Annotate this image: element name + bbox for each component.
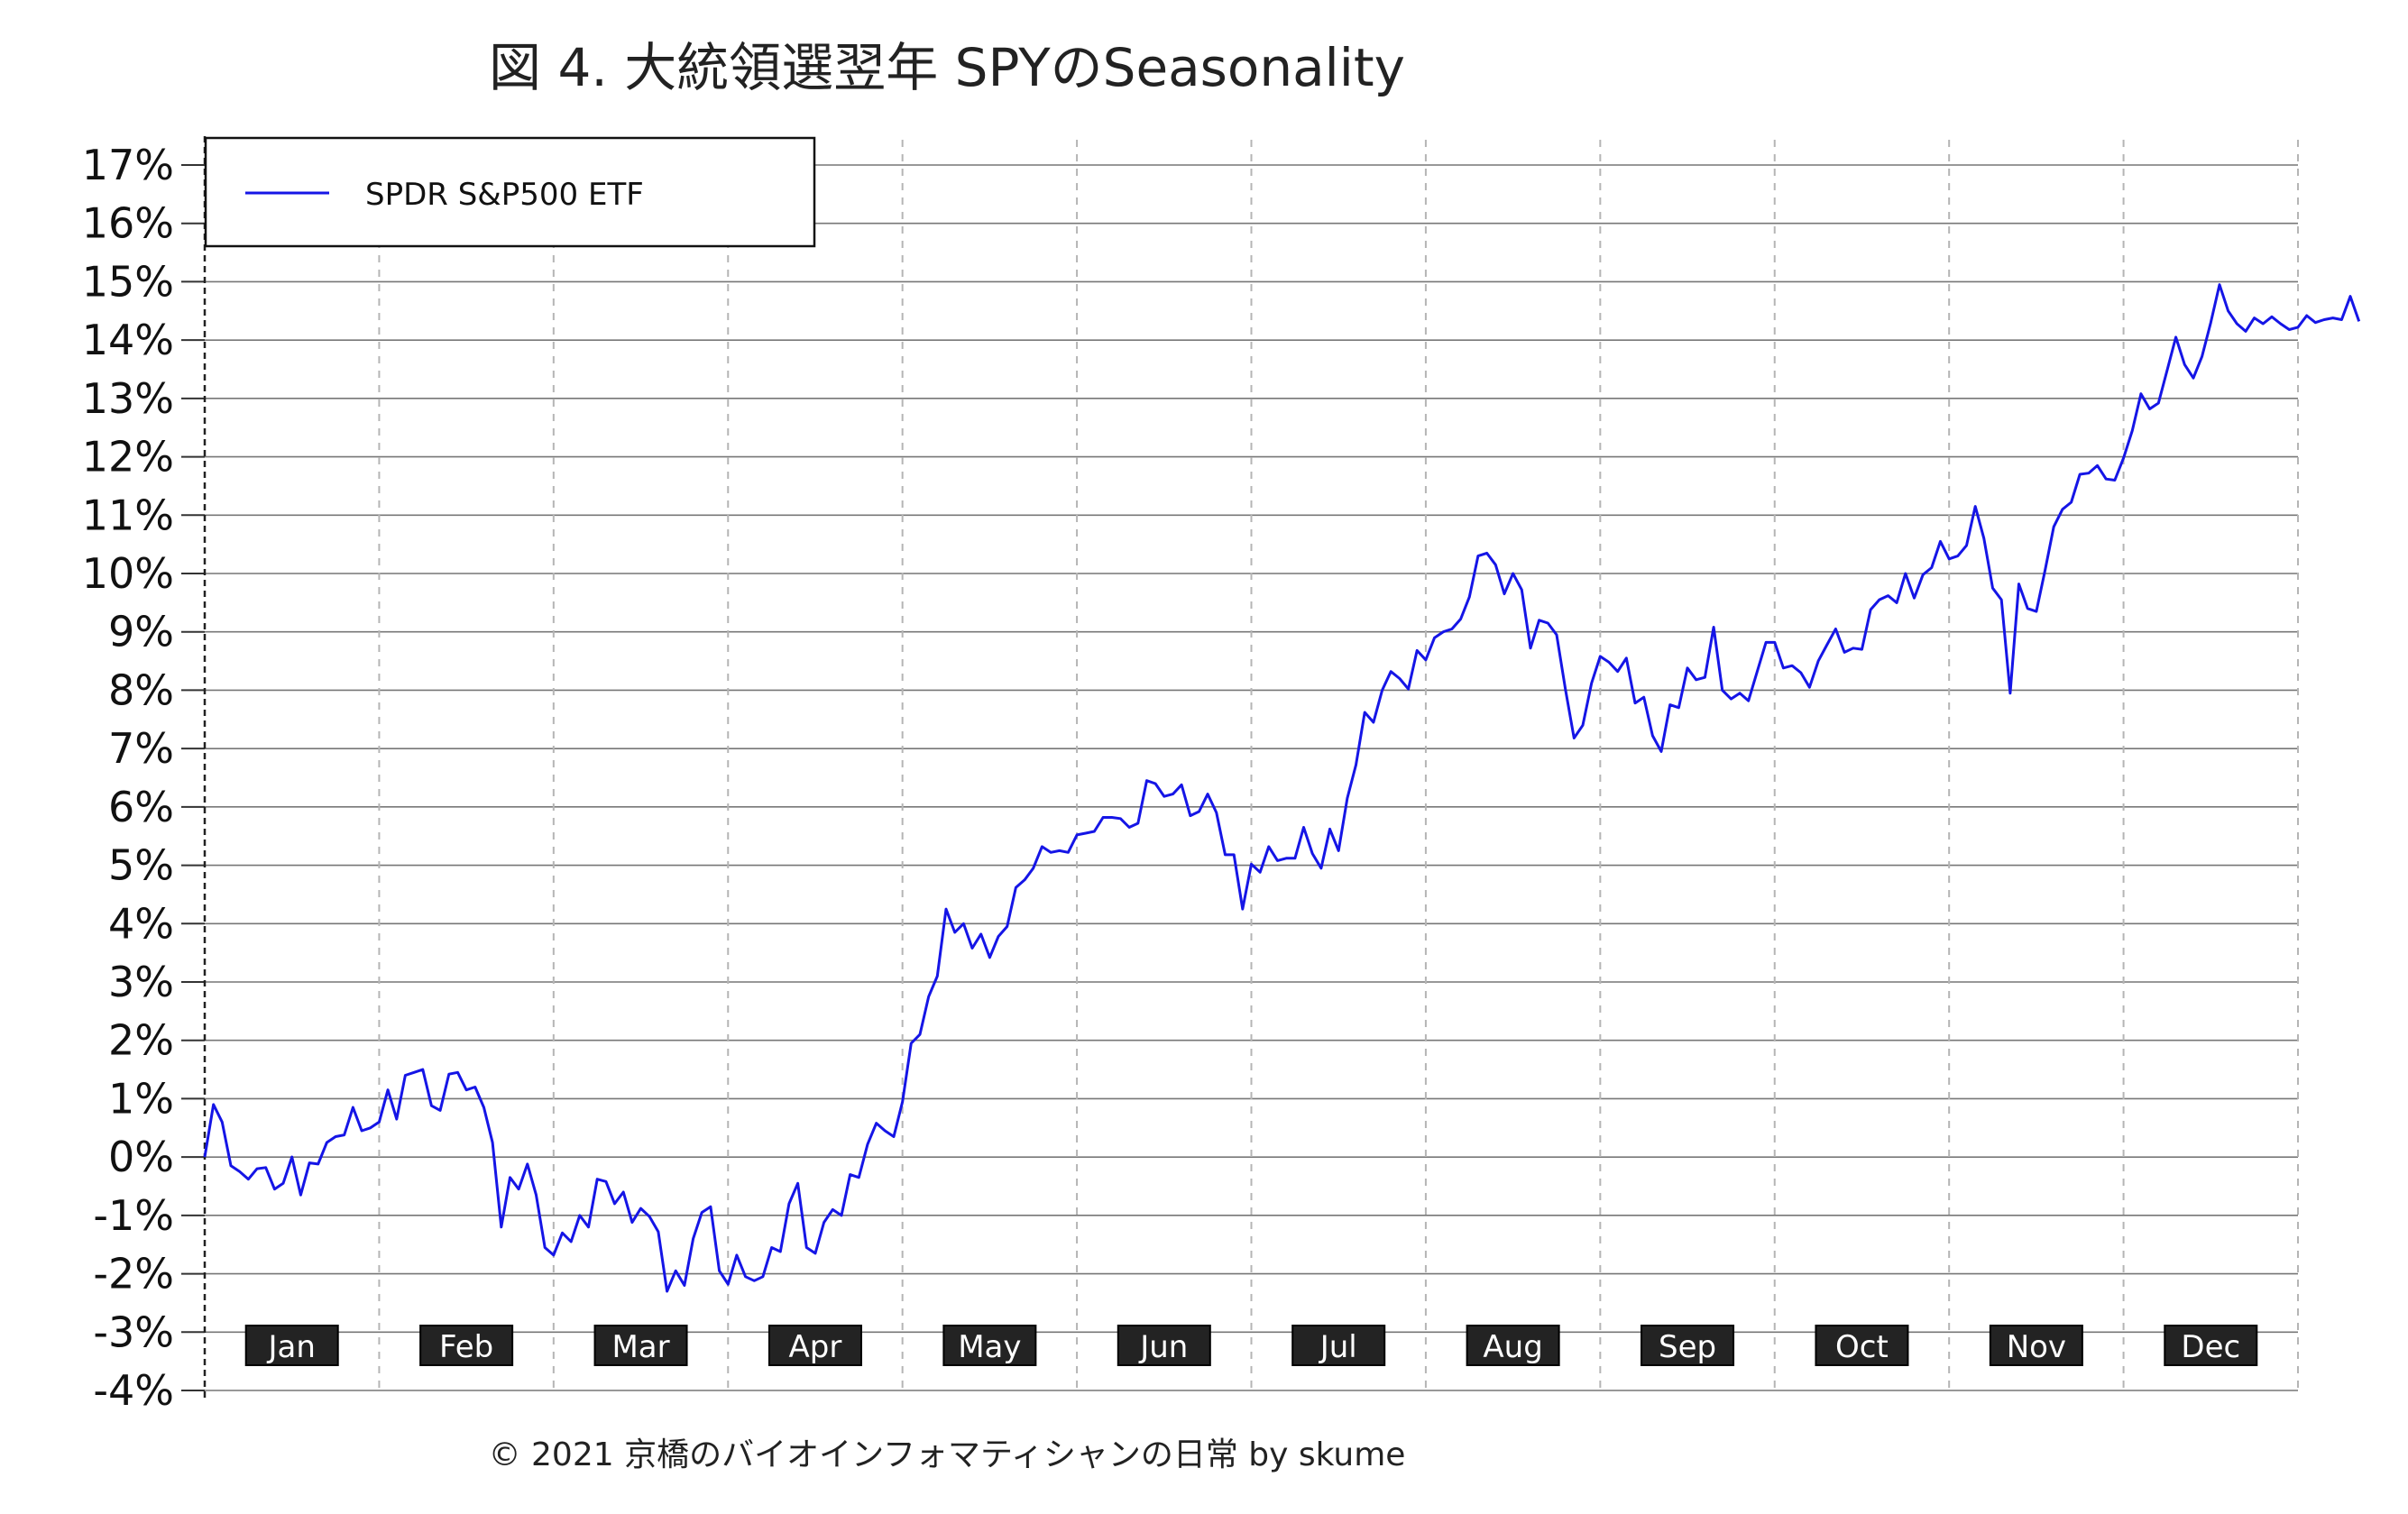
month-label: May (958, 1329, 1021, 1365)
chart-title: 図 4. 大統領選翌年 SPYのSeasonality (489, 37, 1405, 98)
month-label: Oct (1835, 1329, 1889, 1365)
chart-footer: © 2021 京橋のバイオインフォマティシャンの日常 by skume (489, 1436, 1406, 1473)
month-label: Mar (611, 1329, 669, 1365)
month-label: Jan (266, 1329, 315, 1365)
y-tick-label: 2% (108, 1016, 174, 1065)
month-label: Dec (2181, 1329, 2240, 1365)
y-tick-label: 8% (108, 665, 174, 714)
month-label-box (942, 1325, 1037, 1366)
y-tick-label: 14% (82, 316, 174, 364)
month-label-box (244, 1325, 339, 1366)
y-tick-label: 0% (108, 1133, 174, 1181)
y-tick-label: 15% (82, 257, 174, 306)
y-tick-label: 16% (82, 199, 174, 248)
y-tick-label: 10% (82, 549, 174, 598)
month-label-box (1815, 1325, 1909, 1366)
month-label-box (1291, 1325, 1386, 1366)
month-label: Aug (1483, 1329, 1542, 1365)
legend-label: SPDR S&P500 ETF (365, 177, 644, 213)
y-tick-label: 6% (108, 783, 174, 831)
y-tick-label: -1% (93, 1191, 174, 1240)
month-label: Jul (1319, 1329, 1357, 1365)
month-label: Jun (1138, 1329, 1188, 1365)
month-label-box (767, 1325, 862, 1366)
y-tick-label: 7% (108, 724, 174, 773)
y-tick-label: 13% (82, 374, 174, 423)
month-label-box (2164, 1325, 2258, 1366)
plot-area: 17% 16% 15% 14% 13% 12% 11% 10% 9% 8% 7% 6% 5% 4% 3% 2%… (82, 136, 2361, 1415)
y-tick-label: -3% (93, 1308, 174, 1356)
month-label: Nov (2007, 1329, 2066, 1365)
month-label-box (1641, 1325, 1735, 1366)
month-label-box (593, 1325, 688, 1366)
month-label: Apr (789, 1329, 842, 1365)
y-tick-label: -4% (93, 1366, 174, 1415)
y-tick-label: 11% (82, 491, 174, 539)
series-line (203, 283, 2361, 1293)
y-tick-label: 17% (82, 141, 174, 189)
y-tick-label: 5% (108, 841, 174, 890)
month-label-box (419, 1325, 514, 1366)
month-label-box (1117, 1325, 1211, 1366)
y-tick-label: -2% (93, 1250, 174, 1298)
month-label: Sep (1659, 1329, 1716, 1365)
y-tick-label: 12% (82, 433, 174, 482)
month-label: Feb (439, 1329, 493, 1365)
y-tick-label: 1% (108, 1074, 174, 1123)
y-tick-label: 9% (108, 608, 174, 656)
y-tick-label: 4% (108, 899, 174, 948)
y-tick-label: 3% (108, 958, 174, 1006)
month-label-box (1466, 1325, 1560, 1366)
month-label-box (1989, 1325, 2083, 1366)
